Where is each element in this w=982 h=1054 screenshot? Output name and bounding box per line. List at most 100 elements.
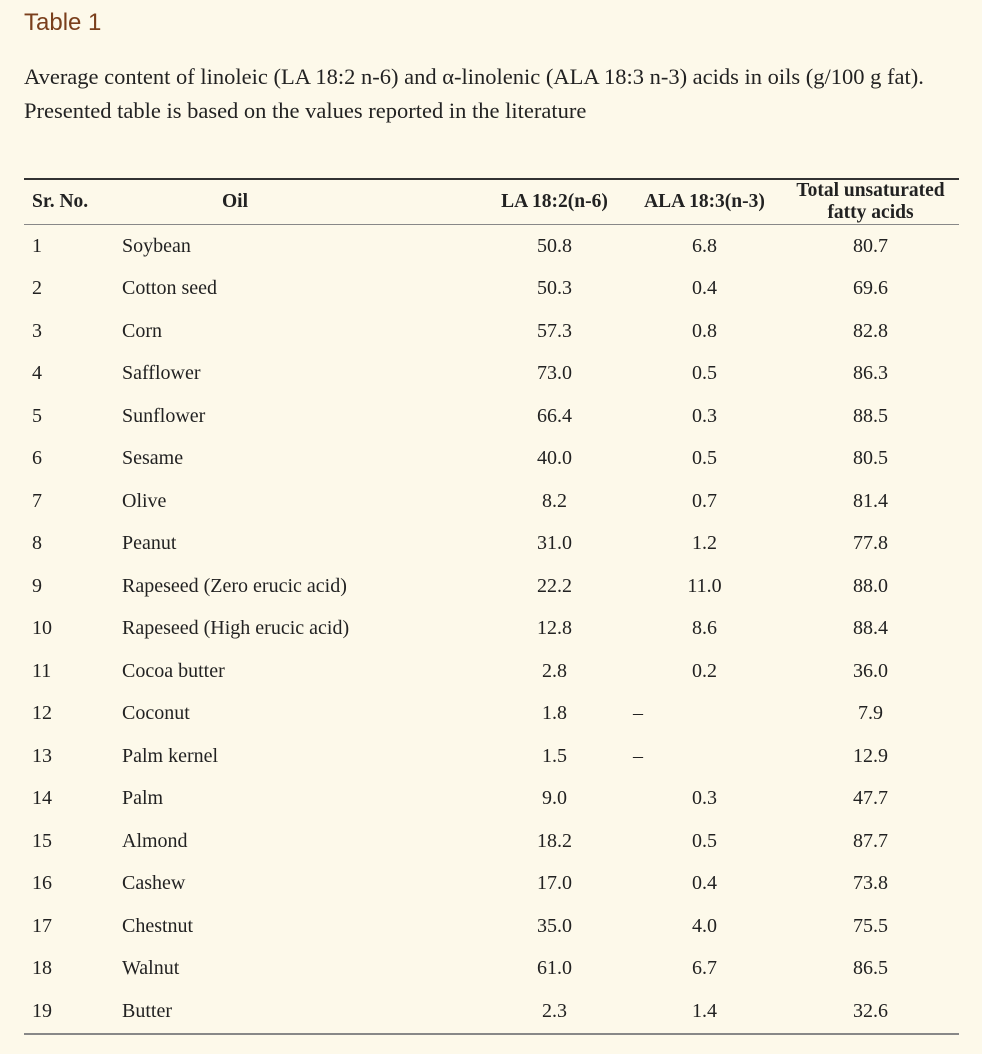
cell-ala: 6.8: [692, 234, 717, 257]
cell-total: 80.7: [853, 234, 888, 257]
cell-sr-no: 10: [32, 617, 52, 640]
table-row: 14 Palm 9.0 0.3 47.7: [24, 778, 959, 821]
table-row: 1 Soybean 50.8 6.8 80.7: [24, 225, 959, 268]
table-row: 5 Sunflower 66.4 0.3 88.5: [24, 395, 959, 438]
cell-oil: Cashew: [122, 872, 186, 895]
cell-ala: 0.5: [692, 362, 717, 385]
cell-la: 8.2: [542, 489, 567, 512]
cell-oil: Corn: [122, 319, 162, 342]
cell-sr-no: 18: [32, 957, 52, 980]
table-row: 11 Cocoa butter 2.8 0.2 36.0: [24, 650, 959, 693]
cell-sr-no: 11: [32, 659, 52, 682]
cell-ala: 1.2: [692, 532, 717, 555]
cell-la: 17.0: [537, 872, 572, 895]
table-header: Sr. No. Oil LA 18:2(n-6) ALA 18:3(n-3) T…: [24, 179, 959, 225]
table-row: 18 Walnut 61.0 6.7 86.5: [24, 948, 959, 991]
cell-oil: Peanut: [122, 532, 177, 555]
cell-oil: Cocoa butter: [122, 659, 225, 682]
cell-la: 35.0: [537, 914, 572, 937]
cell-total: 36.0: [853, 659, 888, 682]
table-label: Table 1: [24, 9, 102, 36]
table-row: 13 Palm kernel 1.5 – 12.9: [24, 735, 959, 778]
cell-oil: Almond: [122, 829, 188, 852]
cell-oil: Palm: [122, 787, 164, 810]
cell-oil: Rapeseed (High erucic acid): [122, 617, 350, 640]
cell-sr-no: 19: [32, 999, 52, 1022]
cell-la: 57.3: [537, 319, 572, 342]
cell-sr-no: 17: [32, 914, 52, 937]
cell-sr-no: 4: [32, 362, 42, 385]
table-row: 17 Chestnut 35.0 4.0 75.5: [24, 905, 959, 948]
cell-la: 40.0: [537, 447, 572, 470]
cell-total: 32.6: [853, 999, 888, 1022]
cell-total: 47.7: [853, 787, 888, 810]
cell-la: 50.3: [537, 277, 572, 300]
cell-oil: Rapeseed (Zero erucic acid): [122, 574, 347, 597]
cell-ala: 11.0: [687, 574, 722, 597]
cell-total: 86.5: [853, 957, 888, 980]
cell-total: 12.9: [853, 744, 888, 767]
cell-ala: 8.6: [692, 617, 717, 640]
table-row: 12 Coconut 1.8 – 7.9: [24, 693, 959, 736]
cell-la: 73.0: [537, 362, 572, 385]
column-header-oil: Oil: [222, 191, 249, 212]
cell-total: 87.7: [853, 829, 888, 852]
cell-la: 66.4: [537, 404, 572, 427]
cell-la: 18.2: [537, 829, 572, 852]
cell-ala: 0.5: [692, 447, 717, 470]
cell-la: 22.2: [537, 574, 572, 597]
cell-oil: Walnut: [122, 957, 180, 980]
cell-sr-no: 1: [32, 234, 42, 257]
cell-oil: Butter: [122, 999, 172, 1022]
cell-total: 73.8: [853, 872, 888, 895]
cell-ala: 4.0: [692, 914, 717, 937]
table-row: 15 Almond 18.2 0.5 87.7: [24, 820, 959, 863]
cell-la: 2.8: [542, 659, 567, 682]
cell-sr-no: 8: [32, 532, 42, 555]
cell-total: 88.4: [853, 617, 888, 640]
cell-la: 61.0: [537, 957, 572, 980]
cell-total: 7.9: [858, 702, 883, 725]
cell-ala: –: [627, 693, 782, 736]
table-row: 10 Rapeseed (High erucic acid) 12.8 8.6 88.4: [24, 608, 959, 651]
table-caption: Average content of linoleic (LA 18:2 n-6…: [24, 64, 924, 123]
cell-sr-no: 9: [32, 574, 42, 597]
cell-ala: 0.7: [692, 489, 717, 512]
cell-ala: 0.5: [692, 829, 717, 852]
cell-total: 88.0: [853, 574, 888, 597]
cell-oil: Safflower: [122, 362, 201, 385]
cell-sr-no: 6: [32, 447, 42, 470]
cell-ala: 0.8: [692, 319, 717, 342]
column-header-la: LA 18:2(n-6): [501, 191, 608, 212]
cell-total: 86.3: [853, 362, 888, 385]
table-body: 1 Soybean 50.8 6.8 80.7 2 Cotton seed 50.3 0.4 69…: [24, 225, 959, 1034]
cell-sr-no: 12: [32, 702, 52, 725]
cell-oil: Sesame: [122, 447, 184, 470]
column-header-ala: ALA 18:3(n-3): [644, 191, 765, 212]
cell-sr-no: 7: [32, 489, 42, 512]
column-header-total: Total unsaturated fatty acids: [796, 180, 945, 223]
cell-ala: 0.3: [692, 787, 717, 810]
column-header-sr-no: Sr. No.: [32, 191, 89, 212]
table-row: 19 Butter 2.3 1.4 32.6: [24, 990, 959, 1034]
cell-oil: Coconut: [122, 702, 190, 725]
cell-total: 80.5: [853, 447, 888, 470]
header-row: Sr. No. Oil LA 18:2(n-6) ALA 18:3(n-3) T…: [24, 179, 959, 225]
cell-oil: Olive: [122, 489, 167, 512]
cell-sr-no: 5: [32, 404, 42, 427]
cell-oil: Sunflower: [122, 404, 206, 427]
cell-oil: Palm kernel: [122, 744, 219, 767]
cell-ala: –: [627, 735, 782, 778]
table-row: 3 Corn 57.3 0.8 82.8: [24, 310, 959, 353]
cell-ala: 1.4: [692, 999, 717, 1022]
cell-la: 31.0: [537, 532, 572, 555]
cell-total: 81.4: [853, 489, 888, 512]
cell-total: 75.5: [853, 914, 888, 937]
cell-ala: 0.4: [692, 872, 717, 895]
cell-la: 2.3: [542, 999, 567, 1022]
cell-sr-no: 2: [32, 277, 42, 300]
table-row: 9 Rapeseed (Zero erucic acid) 22.2 11.0 88.0: [24, 565, 959, 608]
cell-ala: 0.4: [692, 277, 717, 300]
cell-ala: 0.2: [692, 659, 717, 682]
cell-sr-no: 13: [32, 744, 52, 767]
